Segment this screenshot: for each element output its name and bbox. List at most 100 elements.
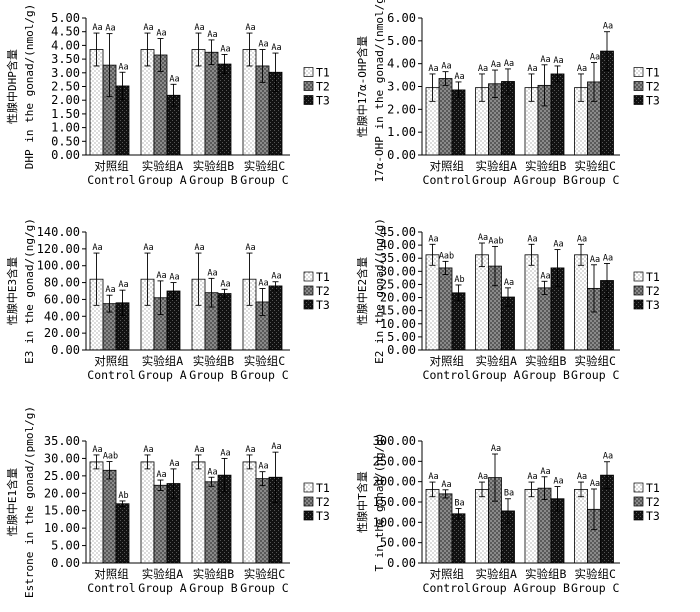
legend-label: T2	[646, 284, 660, 298]
x-category-label-cn: 对照组	[94, 159, 129, 173]
significance-label: Aa	[527, 472, 537, 482]
significance-label: Ba	[454, 499, 464, 509]
significance-label: Aa	[105, 24, 115, 34]
y-axis-title-en: E3 in the gonad/(ng/g)	[23, 218, 36, 364]
significance-label: Aa	[428, 64, 438, 74]
x-category-label-cn: 实验组B	[193, 567, 234, 581]
significance-label: Aa	[577, 472, 587, 482]
y-tick-label: 5.00	[387, 330, 416, 344]
legend-swatch-t1	[303, 482, 314, 493]
y-axis-ticks: 0.00 50.00 100.00 150.00 200.00 250.00 300.00	[373, 434, 422, 570]
y-axis-ticks: 0.005.0010.0015.0020.0025.0030.0035.0040…	[380, 225, 422, 357]
x-category-label-cn: 实验组B	[525, 159, 566, 173]
significance-label: Aa	[271, 272, 281, 282]
x-category-label-cn: 实验组B	[193, 354, 234, 368]
y-tick-label: 35.00	[380, 251, 416, 265]
legend-swatch-t2	[633, 285, 644, 296]
y-tick-label: 25.00	[44, 469, 80, 483]
significance-label: Aa	[220, 448, 230, 458]
significance-label: Aa	[220, 279, 230, 289]
y-axis-title-cn: 性腺中E1含量	[5, 468, 19, 536]
significance-label: Aa	[271, 43, 281, 53]
legend-swatch-t1	[633, 271, 644, 282]
y-axis-title-en: DHP in the gonad/(nmol/g)	[23, 4, 36, 170]
legend-swatch-t1	[303, 67, 314, 77]
y-axis-ticks: 0.00 5.00 10.00 15.00 20.00 25.00 30.00 35.00	[44, 434, 86, 570]
significance-label: Aa	[553, 240, 563, 250]
bar-t1	[242, 461, 257, 564]
y-axis-title-cn: 性腺中E2含量	[355, 257, 369, 325]
x-category-label-cn: 实验组A	[476, 159, 517, 173]
y-tick-label: 5.00	[51, 539, 80, 553]
y-tick-label: 6.00	[387, 11, 416, 25]
x-category-label-en: Group C	[240, 581, 289, 595]
y-tick-label: 100.00	[37, 259, 80, 273]
bar-t1	[89, 461, 104, 564]
significance-label: Aa	[118, 62, 128, 72]
bar-t1	[574, 488, 588, 564]
significance-label: Aa	[540, 467, 550, 477]
y-tick-label: 150.00	[373, 495, 416, 509]
legend-swatch-t3	[303, 299, 314, 310]
x-category-label-en: Group C	[571, 173, 620, 187]
y-tick-label: 45.00	[380, 225, 416, 239]
significance-label: Aa	[245, 23, 255, 33]
bar-t1	[475, 488, 489, 564]
y-axis-title-en: T in the gonad/(ng/g)	[373, 432, 386, 571]
bar-t2	[438, 493, 453, 564]
legend-label: T3	[646, 298, 660, 312]
legend-label: T3	[316, 298, 330, 312]
bar-t3	[115, 503, 130, 564]
y-tick-label: 35.00	[44, 434, 80, 448]
y-tick-label: 0.50	[51, 134, 80, 148]
y-tick-label: 0.00	[387, 148, 416, 162]
significance-label: Aa	[207, 30, 217, 40]
significance-label: Ba	[504, 489, 514, 499]
significance-label: Aa	[207, 268, 217, 278]
significance-label: Aa	[478, 64, 488, 74]
y-tick-label: 2.00	[51, 93, 80, 107]
y-tick-label: 100.00	[373, 515, 416, 529]
y-tick-label: 1.50	[51, 107, 80, 121]
significance-label: Aa	[207, 467, 217, 477]
bar-t1	[191, 461, 206, 564]
y-tick-label: 10.00	[380, 317, 416, 331]
legend-label: T2	[316, 80, 330, 94]
legend-swatch-t2	[303, 496, 314, 507]
chart-panel-2: 0.00 1.00 2.00 3.00 4.00 5.00 6.00 性腺中17α-OHP含量…	[355, 0, 660, 187]
x-category-label-cn: 对照组	[94, 354, 129, 368]
x-category-label-cn: 对照组	[430, 159, 465, 173]
y-tick-label: 120.00	[37, 242, 80, 256]
legend-label: T3	[646, 509, 660, 523]
x-category-label-en: Group B	[189, 368, 238, 382]
significance-label: Aa	[478, 233, 488, 243]
significance-label: Aa	[478, 472, 488, 482]
y-axis-title-cn: 性腺中E3含量	[5, 257, 19, 325]
x-category-label-en: Group A	[138, 581, 187, 595]
significance-label: Aa	[194, 23, 204, 33]
legend-swatch-t3	[303, 510, 314, 521]
y-tick-label: 3.00	[51, 66, 80, 80]
y-tick-label: 0.00	[387, 343, 416, 357]
x-category-label-en: Group C	[571, 581, 620, 595]
x-category-label-cn: 实验组A	[476, 567, 517, 581]
significance-label: Aa	[245, 445, 255, 455]
x-category-label-en: Group A	[138, 173, 187, 187]
significance-label: Aa	[169, 273, 179, 283]
y-tick-label: 2.00	[387, 102, 416, 116]
legend-label: T1	[316, 66, 330, 80]
x-category-label-cn: 实验组B	[193, 159, 234, 173]
y-tick-label: 10.00	[44, 521, 80, 535]
significance-label: Aa	[271, 442, 281, 452]
y-tick-label: 200.00	[373, 475, 416, 489]
chart-panel-5: 0.00 5.00 10.00 15.00 20.00 25.00 30.00 35.00 性腺…	[5, 406, 330, 598]
x-category-label-en: Control	[87, 581, 135, 595]
y-axis-ticks: 0.00 1.00 2.00 3.00 4.00 5.00 6.00	[387, 11, 422, 162]
y-tick-label: 0.00	[387, 556, 416, 570]
chart-panel-4: 0.005.0010.0015.0020.0025.0030.0035.0040…	[355, 218, 660, 382]
significance-label: Aa	[590, 479, 600, 489]
